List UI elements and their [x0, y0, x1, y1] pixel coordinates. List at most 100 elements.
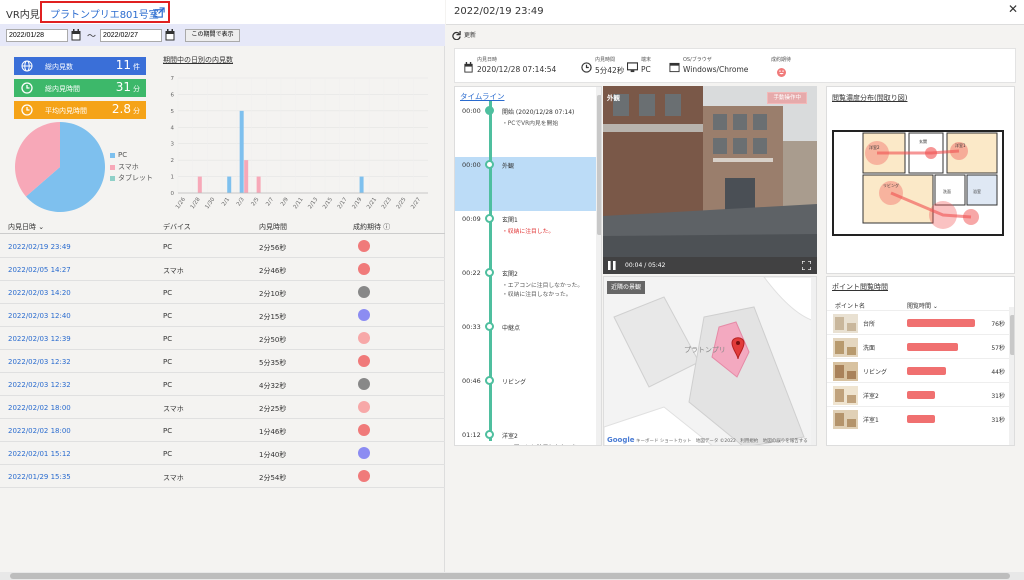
view-date-link[interactable]: 2022/01/29 15:35	[8, 473, 71, 481]
view-date-link[interactable]: 2022/02/03 14:20	[8, 289, 71, 297]
heatmap-floorplan-panel: 閲覧濃度分布(間取り図) 洋室2 洋室1 リビング 洗面 玄関 浴室	[826, 86, 1015, 274]
view-date-link[interactable]: 2022/02/03 12:39	[8, 335, 71, 343]
timeline-note: ・PCでVR内見を開始	[502, 121, 559, 127]
map-scrollbar[interactable]	[811, 277, 816, 445]
table-row[interactable]: 2022/02/03 12:39 PC 2分50秒	[0, 327, 445, 350]
device-cell: PC	[163, 289, 173, 297]
x-tick-label: 2/1	[221, 197, 231, 208]
timeline-dot	[485, 214, 494, 223]
scroll-thumb[interactable]	[597, 95, 601, 235]
timeline-dot	[485, 106, 494, 115]
point-time-bar	[907, 367, 946, 375]
legend-tablet: タブレット	[110, 173, 153, 183]
point-viewtime-panel: ポイント閲覧時間 ポイント名 閲覧時間 ⌄ 台所 76秒 洗面 57秒 リビング 44秒洋…	[826, 276, 1015, 446]
map-building-label: プラトンプリ	[684, 346, 726, 354]
timeline-point-name: リビング	[502, 379, 527, 386]
table-row[interactable]: 2022/02/03 14:20 PC 2分10秒	[0, 281, 445, 304]
close-icon[interactable]: ✕	[1007, 2, 1018, 16]
pause-icon[interactable]	[608, 261, 616, 270]
point-time-value: 76秒	[991, 321, 1005, 328]
legend-smartphone: スマホ	[110, 162, 139, 172]
horizontal-scrollbar[interactable]	[0, 572, 1024, 580]
video-time: 00:04 / 05:42	[625, 262, 666, 269]
scroll-thumb[interactable]	[10, 573, 1010, 579]
view-date-link[interactable]: 2022/02/01 15:12	[8, 450, 71, 458]
browser-icon	[669, 62, 680, 73]
calendar-icon	[464, 62, 473, 73]
neighborhood-map[interactable]: 近隣の景観 プラトンプリ Google キーボード ショートカット 地図データ …	[603, 276, 817, 446]
map-attribution[interactable]: キーボード ショートカット 地図データ ©2022 利用規約 地図の誤りを報告す…	[636, 439, 808, 444]
apply-period-button[interactable]: この期間で表示	[185, 29, 240, 42]
property-link[interactable]: プラトンプリエ801号室	[50, 10, 159, 21]
point-row[interactable]: リビング 44秒	[827, 358, 1009, 382]
expectation-face-icon	[358, 286, 370, 298]
calendar-icon[interactable]	[165, 29, 175, 41]
detail-panel: 2022/02/19 23:49 ✕ 更新 内見日時 2020/12/28 07…	[446, 0, 1024, 572]
clock-icon	[21, 104, 33, 116]
point-time-bar	[907, 319, 975, 327]
x-tick-label: 2/23	[381, 196, 393, 210]
table-row[interactable]: 2022/02/02 18:00 PC 1分46秒	[0, 419, 445, 442]
calendar-icon[interactable]	[71, 29, 81, 41]
point-row[interactable]: 洋室2 31秒	[827, 382, 1009, 406]
timeline-point-name: 外観	[502, 163, 515, 170]
scroll-thumb[interactable]	[1010, 315, 1014, 355]
device-cell: スマホ	[163, 474, 184, 482]
external-link-icon[interactable]	[154, 7, 165, 18]
duration-cell: 1分40秒	[259, 451, 287, 459]
manual-control-badge: 手動操作中	[767, 92, 807, 104]
clock-icon	[21, 82, 33, 94]
timeline-point-name: 玄関1	[502, 217, 518, 224]
points-time-sort-header[interactable]: 閲覧時間 ⌄	[907, 303, 938, 310]
point-row[interactable]: 洗面 57秒	[827, 334, 1009, 358]
table-row[interactable]: 2022/02/03 12:32 PC 4分32秒	[0, 373, 445, 396]
map-canvas[interactable]	[604, 277, 817, 446]
timeline-scrollbar[interactable]	[596, 87, 601, 445]
sort-date-header[interactable]: 内見日時 ⌄	[8, 223, 45, 231]
x-tick-label: 2/19	[351, 196, 363, 210]
expectation-face-icon	[358, 355, 370, 367]
timeline-active-highlight	[455, 157, 596, 211]
date-from-input[interactable]	[6, 29, 68, 42]
refresh-button[interactable]: 更新	[452, 30, 476, 41]
view-date-link[interactable]: 2022/02/03 12:32	[8, 381, 71, 389]
view-date-link[interactable]: 2022/02/05 14:27	[8, 266, 71, 274]
point-time-value: 57秒	[991, 345, 1005, 352]
point-row[interactable]: 洋室1 31秒	[827, 406, 1009, 430]
help-icon[interactable]: ⓘ	[383, 223, 391, 231]
fullscreen-icon[interactable]	[802, 261, 811, 270]
duration-cell: 1分46秒	[259, 428, 287, 436]
view-date-link[interactable]: 2022/02/03 12:32	[8, 358, 71, 366]
monitor-icon	[627, 62, 638, 73]
table-row[interactable]: 2022/02/19 23:49 PC 2分56秒	[0, 235, 445, 258]
table-row[interactable]: 2022/02/02 18:00 スマホ 2分25秒	[0, 396, 445, 419]
google-logo: Google	[607, 436, 635, 444]
y-tick-label: 4	[171, 125, 175, 131]
table-row[interactable]: 2022/02/03 12:40 PC 2分15秒	[0, 304, 445, 327]
x-tick-label: 2/3	[236, 196, 246, 207]
point-name: 台所	[863, 321, 876, 328]
expectation-face-icon	[358, 470, 370, 482]
table-row[interactable]: 2022/02/01 15:12 PC 1分40秒	[0, 442, 445, 465]
table-row[interactable]: 2022/01/29 15:35 スマホ 2分54秒	[0, 465, 445, 488]
date-to-input[interactable]	[100, 29, 162, 42]
points-scrollbar[interactable]	[1009, 307, 1014, 445]
expectation-face-icon	[358, 263, 370, 275]
point-row[interactable]: 台所 76秒	[827, 310, 1009, 334]
view-date-link[interactable]: 2022/02/02 18:00	[8, 404, 71, 412]
point-time-value: 31秒	[991, 393, 1005, 400]
point-time-value: 31秒	[991, 417, 1005, 424]
table-row[interactable]: 2022/02/03 12:32 PC 5分35秒	[0, 350, 445, 373]
x-tick-label: 2/11	[293, 197, 305, 211]
view-date-link[interactable]: 2022/02/03 12:40	[8, 312, 71, 320]
table-row[interactable]: 2022/02/05 14:27 スマホ 2分46秒	[0, 258, 445, 281]
property-link-highlight: プラトンプリエ801号室	[40, 1, 170, 23]
date-filter-bar: 〜 この期間で表示	[0, 24, 445, 46]
vr-video-player[interactable]: 外観 手動操作中 00:04 / 05:42	[603, 86, 817, 274]
exterior-street-image	[603, 86, 817, 274]
video-controls: 00:04 / 05:42	[603, 257, 817, 274]
view-date-link[interactable]: 2022/02/19 23:49	[8, 243, 71, 251]
view-date-link[interactable]: 2022/02/02 18:00	[8, 427, 71, 435]
y-tick-label: 6	[171, 92, 175, 98]
timeline-note: ・収納に注目した。	[502, 229, 555, 235]
